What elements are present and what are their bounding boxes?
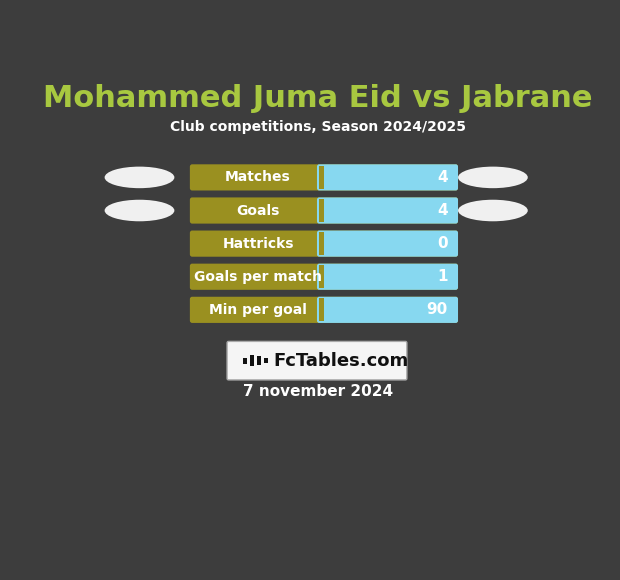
Text: Matches: Matches [225, 171, 291, 184]
Bar [249, 356, 254, 366]
Bar [319, 199, 324, 222]
Bar [319, 298, 324, 321]
FancyBboxPatch shape [317, 164, 458, 190]
Text: 7 november 2024: 7 november 2024 [242, 384, 393, 399]
Ellipse shape [105, 200, 174, 222]
FancyBboxPatch shape [190, 230, 458, 257]
FancyBboxPatch shape [317, 297, 458, 323]
Ellipse shape [105, 166, 174, 188]
FancyBboxPatch shape [190, 197, 458, 224]
Bar [257, 357, 261, 365]
Bar [264, 358, 268, 363]
FancyBboxPatch shape [317, 264, 458, 290]
Ellipse shape [458, 200, 528, 222]
Text: 0: 0 [437, 236, 448, 251]
Text: 4: 4 [437, 203, 448, 218]
Text: 90: 90 [427, 302, 448, 317]
FancyBboxPatch shape [190, 164, 458, 190]
FancyBboxPatch shape [190, 297, 458, 323]
Text: 4: 4 [437, 170, 448, 185]
FancyBboxPatch shape [317, 230, 458, 257]
FancyBboxPatch shape [227, 342, 407, 380]
Text: Goals: Goals [236, 204, 280, 218]
Bar [319, 232, 324, 255]
Text: Mohammed Juma Eid vs Jabrane: Mohammed Juma Eid vs Jabrane [43, 84, 593, 113]
Ellipse shape [458, 166, 528, 188]
Text: FcTables.com: FcTables.com [273, 351, 409, 369]
Text: Min per goal: Min per goal [209, 303, 307, 317]
Bar [319, 265, 324, 288]
Text: Hattricks: Hattricks [223, 237, 294, 251]
Text: Goals per match: Goals per match [194, 270, 322, 284]
FancyBboxPatch shape [317, 197, 458, 224]
Text: 1: 1 [438, 269, 448, 284]
FancyBboxPatch shape [190, 264, 458, 290]
Text: Club competitions, Season 2024/2025: Club competitions, Season 2024/2025 [170, 121, 466, 135]
Bar [319, 166, 324, 189]
Bar [242, 358, 247, 364]
